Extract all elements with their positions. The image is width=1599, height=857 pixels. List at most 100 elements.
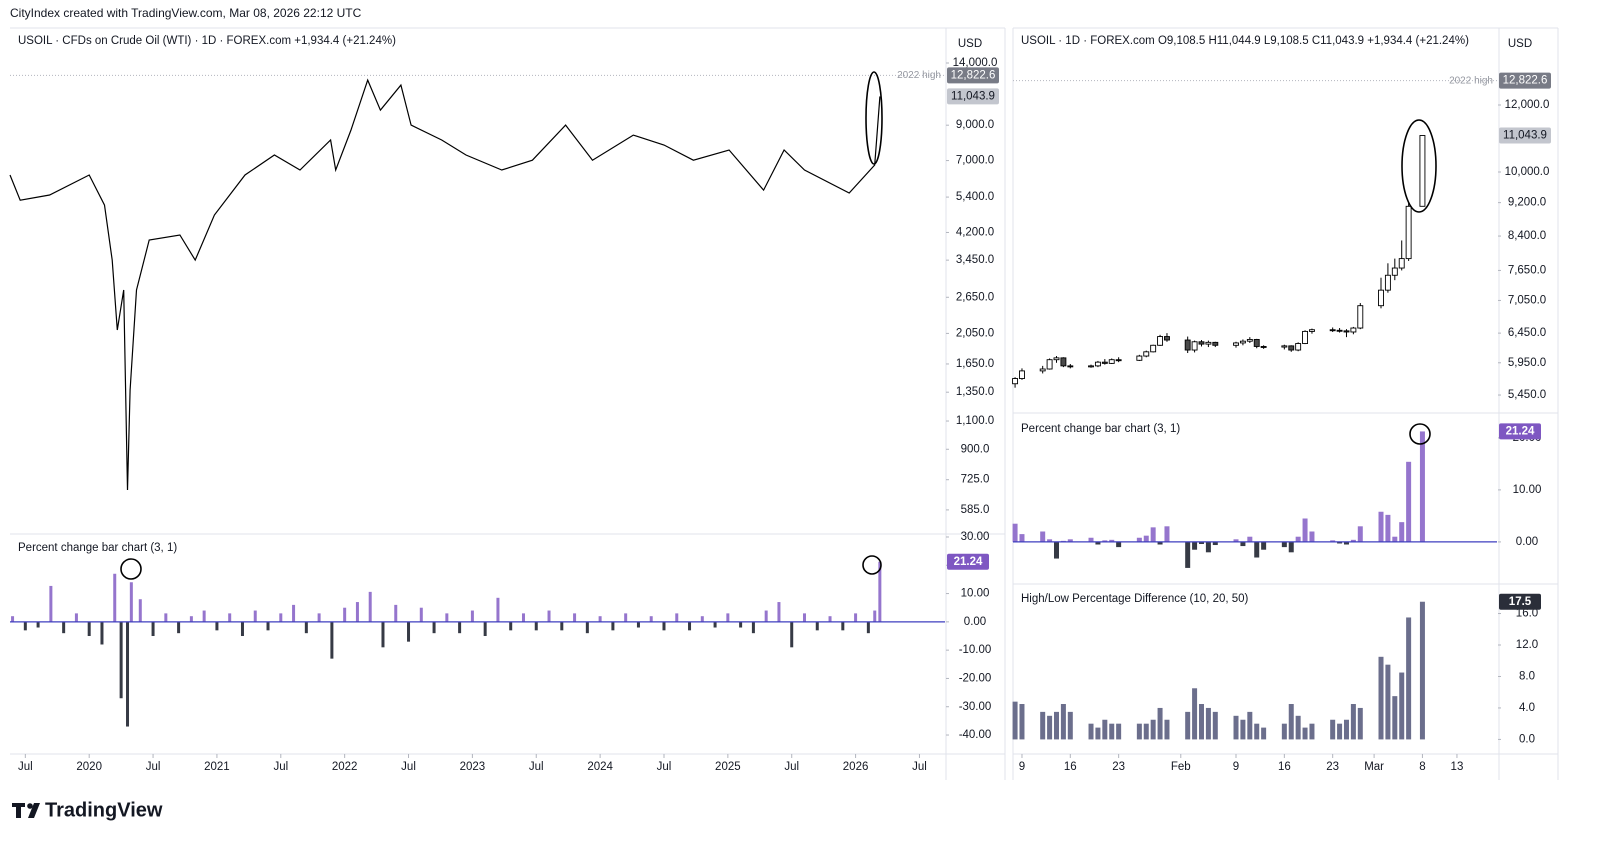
bar	[1150, 719, 1156, 740]
x-tick-label: Jul	[273, 761, 288, 773]
bar	[1088, 537, 1094, 542]
bar	[343, 607, 347, 622]
bar	[598, 616, 602, 622]
header: CityIndex created with TradingView.com, …	[10, 6, 362, 20]
y-tick-label: 9,200.0	[1508, 197, 1546, 209]
bar	[1392, 696, 1398, 740]
candle-body	[1384, 274, 1391, 291]
bar	[381, 621, 385, 648]
bar	[1399, 522, 1405, 542]
y-tick-label: 12,000.0	[1505, 99, 1550, 111]
brand: TradingView	[45, 799, 163, 821]
bar	[1088, 723, 1094, 740]
x-tick-label: 16	[1064, 761, 1077, 773]
bar	[1212, 711, 1218, 740]
bar	[1012, 701, 1018, 740]
y-tick-label: 4.0	[1519, 702, 1535, 714]
y-tick-label: -30.00	[959, 701, 992, 713]
bar	[1053, 711, 1059, 740]
candle-body	[1405, 205, 1412, 260]
bar	[1150, 527, 1156, 542]
price-tag-label: 12,822.6	[1503, 75, 1548, 87]
bar	[1343, 541, 1349, 545]
bar	[253, 610, 257, 622]
bar	[547, 610, 551, 622]
bar	[138, 599, 142, 622]
bar	[1233, 539, 1239, 542]
y-tick-label: 3,450.0	[956, 254, 994, 266]
bar	[1019, 534, 1025, 542]
bar	[407, 621, 411, 642]
bar	[445, 613, 449, 622]
candle-body	[1067, 365, 1074, 368]
bar	[751, 621, 755, 634]
logo-mark	[27, 803, 33, 809]
y-tick-label: 2,650.0	[956, 291, 994, 303]
bar	[1378, 511, 1384, 542]
price-tag-label: 11,043.9	[951, 90, 995, 102]
y-tick-label: 14,000.0	[953, 57, 998, 69]
y-tick-label: 7,650.0	[1508, 264, 1546, 276]
bar	[1385, 514, 1391, 542]
y-tick-label: 0.0	[1519, 733, 1535, 745]
bar	[726, 613, 730, 622]
bar	[202, 610, 206, 622]
bar	[1047, 539, 1053, 542]
x-tick-label: 2024	[587, 761, 613, 773]
x-tick-label: 8	[1419, 761, 1425, 773]
bar	[1095, 541, 1101, 545]
bar	[1067, 539, 1073, 542]
value-tag-label: 21.24	[954, 556, 983, 568]
bar	[1240, 541, 1246, 547]
y-tick-label: 10,000.0	[1505, 166, 1550, 178]
bar	[675, 613, 679, 622]
bar	[611, 621, 615, 631]
bar	[1337, 541, 1343, 544]
price-tag	[947, 88, 999, 105]
price-tag-label: 12,822.6	[951, 69, 996, 81]
candle-body	[1191, 341, 1198, 351]
candle-body	[1302, 330, 1309, 344]
bar	[828, 616, 832, 622]
bar	[119, 621, 123, 699]
bar	[713, 621, 717, 628]
bar	[483, 621, 487, 637]
y-tick-label: 10.00	[1513, 484, 1542, 496]
annotations	[120, 71, 1437, 580]
x-tick-label: Jul	[784, 761, 799, 773]
bar	[1261, 541, 1267, 550]
y-tick-label: 8.0	[1519, 671, 1535, 683]
bar	[74, 613, 78, 622]
bar	[1136, 723, 1142, 740]
bar	[873, 610, 877, 622]
candle-body	[1136, 355, 1143, 361]
x-tick-label: 23	[1112, 761, 1125, 773]
bar	[866, 621, 870, 634]
bar	[878, 561, 882, 622]
bar	[266, 621, 270, 631]
x-tick-label: Jul	[529, 761, 544, 773]
y-tick-label: 30.00	[961, 531, 990, 543]
highlight-ellipse	[1401, 119, 1437, 213]
bar	[1302, 727, 1308, 740]
x-tick-label: 2021	[204, 761, 230, 773]
bar	[279, 613, 283, 622]
candle-body	[1246, 338, 1253, 342]
bar	[292, 604, 296, 622]
bar	[419, 607, 423, 622]
y-tick-label: 7,050.0	[1508, 294, 1546, 306]
pane-borders	[10, 27, 1559, 780]
candle-body	[1329, 329, 1336, 332]
bar	[1067, 711, 1073, 740]
x-tick-label: 16	[1278, 761, 1291, 773]
bar	[649, 616, 653, 622]
bar	[394, 604, 398, 622]
y-tick-label: 1,650.0	[956, 358, 994, 370]
y-tick-label: 9,000.0	[956, 119, 994, 131]
bar	[1419, 601, 1425, 740]
candle-body	[1281, 345, 1288, 348]
bar	[573, 613, 577, 622]
y-tick-label: 1,350.0	[956, 386, 994, 398]
candle-body	[1108, 359, 1115, 364]
